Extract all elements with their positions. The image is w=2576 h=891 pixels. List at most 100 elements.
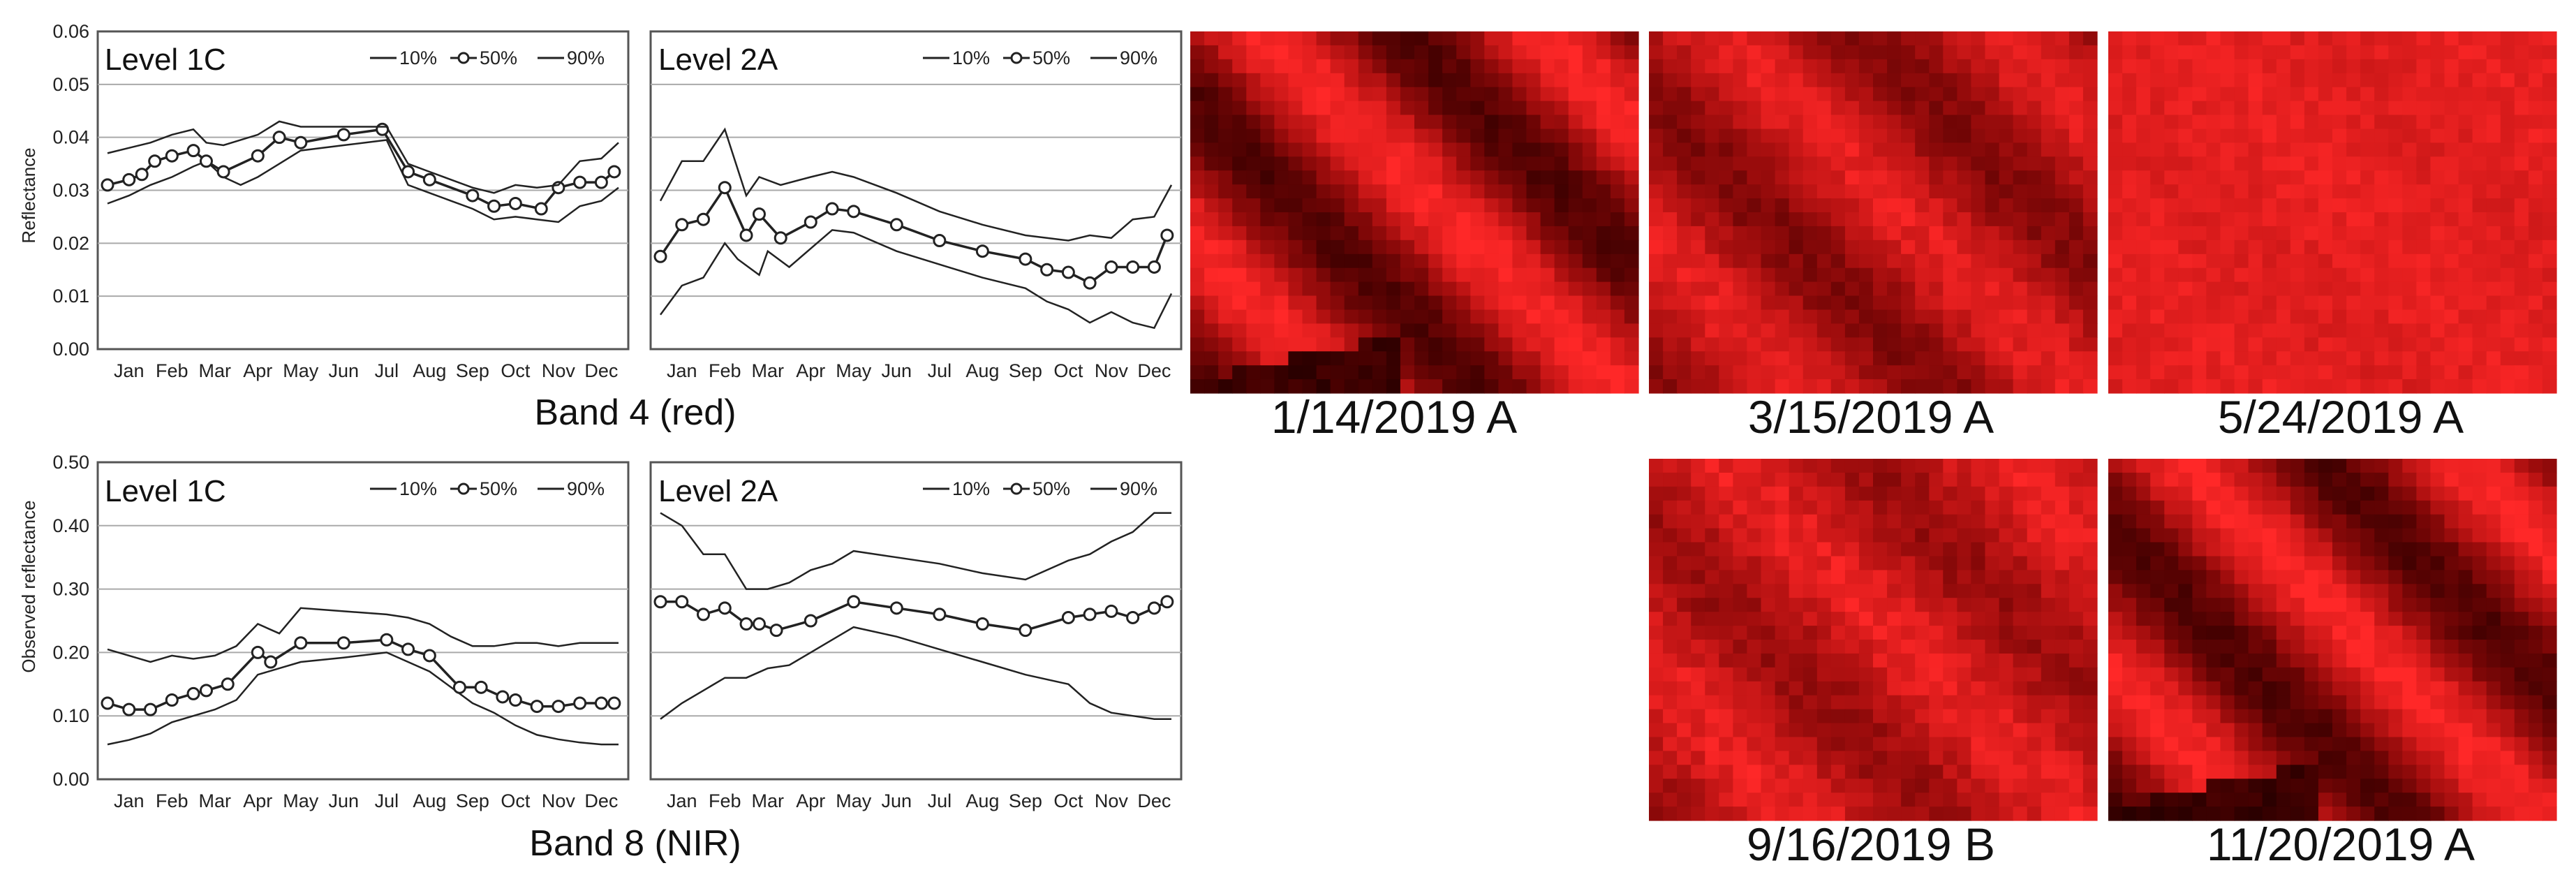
data-point: [380, 633, 394, 647]
data-point: [401, 165, 415, 179]
x-tick-label: Aug: [965, 790, 999, 811]
x-tick-label: May: [283, 790, 319, 811]
x-tick-label: Nov: [542, 790, 576, 811]
data-point: [221, 677, 235, 691]
data-point: [199, 154, 213, 168]
data-point: [739, 228, 753, 242]
satellite-image-5: [2108, 459, 2557, 821]
x-tick-label: Dec: [1137, 790, 1171, 811]
data-point: [1126, 610, 1140, 624]
legend-label: 90%: [1120, 478, 1157, 499]
y-axis-title-band4: Reflectance: [18, 147, 39, 243]
legend-label: 10%: [399, 47, 437, 68]
data-point: [752, 207, 766, 221]
y-tick-label: 0.00: [52, 339, 89, 360]
x-tick-label: Feb: [709, 790, 741, 811]
panel-title-band4-l1c: Level 1C: [105, 43, 226, 77]
data-point: [1147, 260, 1161, 274]
data-point: [804, 215, 817, 229]
data-point: [101, 178, 114, 192]
x-tick-label: Mar: [752, 360, 785, 381]
panel-title-band8-l1c: Level 1C: [105, 474, 226, 508]
x-tick-label: Nov: [542, 360, 576, 381]
data-point: [122, 702, 136, 716]
data-point: [847, 205, 861, 219]
data-point: [336, 128, 350, 142]
data-point: [1160, 595, 1174, 609]
legend-label: 90%: [567, 47, 605, 68]
x-tick-label: Jan: [114, 790, 145, 811]
data-point: [697, 608, 711, 621]
legend-label: 50%: [480, 47, 517, 68]
legend-label: 50%: [480, 478, 517, 499]
data-point: [1104, 260, 1118, 274]
data-point: [653, 249, 667, 263]
data-point: [573, 696, 587, 710]
x-tick-label: May: [836, 790, 872, 811]
legend-label: 90%: [1120, 47, 1157, 68]
y-tick-label: 0.10: [52, 705, 89, 726]
data-point: [466, 189, 480, 202]
x-tick-label: Oct: [501, 360, 531, 381]
data-point: [474, 680, 488, 694]
x-tick-label: May: [836, 360, 872, 381]
series-line-p90: [660, 512, 1171, 590]
x-tick-label: Aug: [413, 360, 446, 381]
x-tick-label: Dec: [584, 360, 618, 381]
y-tick-label: 0.04: [52, 127, 89, 148]
x-tick-label: Feb: [156, 360, 188, 381]
y-tick-label: 0.03: [52, 180, 89, 201]
data-point: [975, 244, 989, 258]
legend-label: 10%: [952, 47, 990, 68]
series-line-p90: [107, 120, 619, 194]
data-point: [847, 595, 861, 609]
legend-marker: [1010, 52, 1023, 64]
x-tick-label: Oct: [1053, 790, 1083, 811]
y-tick-label: 0.20: [52, 642, 89, 663]
y-tick-label: 0.40: [52, 515, 89, 536]
data-point: [594, 696, 608, 710]
data-point: [1160, 228, 1174, 242]
x-tick-label: Dec: [1137, 360, 1171, 381]
y-axis-title-band8: Observed reflectance: [18, 500, 39, 672]
legend-label: 10%: [399, 478, 437, 499]
band4-caption: Band 4 (red): [534, 392, 736, 433]
data-point: [272, 131, 286, 145]
chart-band4-level2a: Jan Feb Mar Apr May Jun Jul Aug Sep Oct Nov Dec 10% 5…: [649, 30, 1183, 381]
data-point: [530, 700, 544, 714]
data-point: [769, 624, 783, 638]
chart-band8-level2a: Jan Feb Mar Apr May Jun Jul Aug Sep Oct Nov Dec 10% 5…: [649, 461, 1183, 811]
data-point: [422, 172, 436, 186]
x-tick-label: Apr: [796, 360, 825, 381]
x-tick-label: Jul: [928, 790, 952, 811]
data-point: [144, 702, 158, 716]
x-tick-label: Jul: [375, 790, 399, 811]
data-point: [508, 693, 522, 707]
x-tick-label: Sep: [1009, 790, 1042, 811]
x-tick-label: Aug: [413, 790, 446, 811]
x-tick-label: Mar: [752, 790, 785, 811]
data-point: [1061, 265, 1075, 279]
data-point: [487, 199, 501, 213]
legend-label: 50%: [1032, 47, 1070, 68]
x-tick-label: Jun: [882, 790, 912, 811]
x-tick-label: Sep: [456, 360, 489, 381]
chart-band4-level1c: 0.00 0.01 0.02 0.03 0.04 0.05 0.06 Jan Feb Mar Apr…: [52, 21, 630, 381]
satellite-image-2: [1649, 31, 2098, 394]
x-tick-label: Apr: [243, 360, 272, 381]
x-tick-label: Jun: [882, 360, 912, 381]
data-point: [1147, 601, 1161, 615]
data-point: [294, 636, 308, 650]
panel-title-band4-l2a: Level 2A: [658, 43, 778, 77]
image-date-caption-2: 3/15/2019 A: [1748, 391, 1994, 443]
data-point: [376, 122, 390, 136]
x-tick-label: Dec: [584, 790, 618, 811]
data-point: [718, 181, 732, 195]
x-tick-label: Sep: [456, 790, 489, 811]
data-point: [889, 218, 903, 232]
data-point: [697, 212, 711, 226]
x-tick-label: Aug: [965, 360, 999, 381]
data-point: [135, 168, 149, 182]
data-point: [1126, 260, 1140, 274]
